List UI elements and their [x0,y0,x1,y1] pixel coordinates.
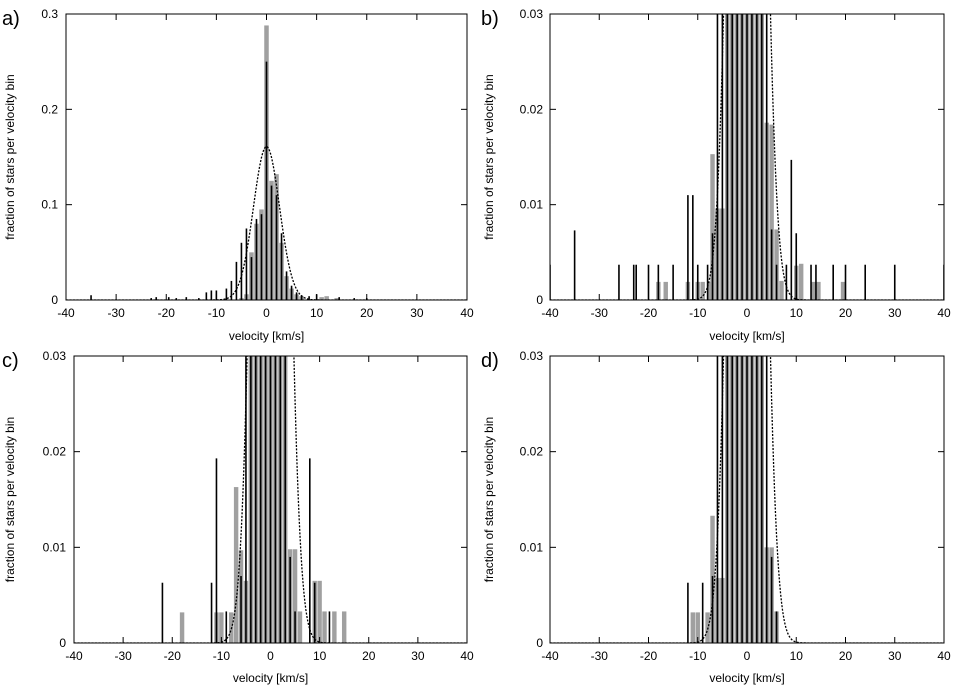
x-tick-label: -10 [689,306,707,320]
y-axis-label: fraction of stars per velocity bin [3,417,17,582]
x-tick-label: 10 [313,649,327,663]
x-tick-label: 0 [744,306,751,320]
gray-bar [695,612,700,643]
y-axis-label: fraction of stars per velocity bin [482,74,496,239]
x-axis-label: velocity [km/s] [709,671,784,685]
y-tick-label: 0.01 [43,540,67,554]
x-tick-label: 30 [410,306,424,320]
gray-bar [219,612,224,643]
gray-bar [334,298,339,300]
x-tick-label: 30 [888,306,902,320]
y-tick-label: 0.01 [520,198,544,212]
x-tick-label: 40 [460,306,474,320]
gray-bar [811,281,816,300]
x-tick-label: 20 [839,649,853,663]
x-tick-label: 10 [790,306,804,320]
gray-bar [324,296,329,300]
y-tick-label: 0.3 [41,7,58,21]
gray-bar [816,281,821,300]
panel-label: a) [2,8,20,30]
x-tick-label: 40 [937,649,951,663]
y-tick-label: 0.02 [43,445,67,459]
x-tick-label: 0 [267,649,274,663]
x-tick-label: -30 [114,649,132,663]
panel-label: b) [481,8,499,30]
y-tick-label: 0.02 [520,102,544,116]
y-tick-label: 0.02 [520,445,544,459]
x-tick-label: -40 [65,649,83,663]
y-tick-label: 0 [536,636,543,650]
y-tick-label: 0.2 [41,102,58,116]
gray-bar [341,611,347,643]
x-tick-label: 20 [360,306,374,320]
x-tick-label: 10 [310,306,324,320]
x-tick-label: 30 [411,649,425,663]
gray-bar [332,611,337,643]
x-tick-label: -20 [158,306,176,320]
plot-area [66,25,467,300]
gray-bar [663,281,668,300]
gray-bar [179,612,185,643]
x-tick-label: -20 [640,649,658,663]
gray-bar [319,297,324,300]
gray-bar [292,549,298,643]
plot-area [74,356,467,643]
x-tick-label: 40 [937,306,951,320]
panel-label: c) [2,350,19,372]
y-tick-label: 0.03 [520,349,544,363]
x-tick-label: -10 [208,306,226,320]
x-tick-label: -40 [541,306,559,320]
chart-panel-1: -40 -30 -20 -10 0 10 20 30 40 0 0.1 0.2 0.3 velocity … [2,7,474,343]
chart-panel-4: -40 -30 -20 -10 0 10 20 30 40 0 0.01 0.02 0.03 veloci… [481,349,951,685]
x-tick-label: 20 [839,306,853,320]
gray-bar [297,611,303,643]
x-tick-label: 20 [362,649,376,663]
x-tick-label: -20 [164,649,182,663]
x-tick-label: -10 [213,649,231,663]
gray-bar [769,124,774,300]
y-tick-label: 0.01 [520,540,544,554]
y-axis-label: fraction of stars per velocity bin [482,417,496,582]
gray-bar [690,612,696,643]
chart-panel-3: -40 -30 -20 -10 0 10 20 30 40 0 0.01 0.02 0.03 veloci… [2,349,474,685]
gray-bar [700,281,705,300]
panel-label: d) [481,350,499,372]
plot-area [550,14,944,300]
y-tick-label: 0.03 [520,7,544,21]
gray-bar [710,154,715,300]
x-tick-label: -40 [57,306,75,320]
x-tick-label: 10 [790,649,804,663]
x-tick-label: 0 [263,306,270,320]
x-tick-label: 30 [888,649,902,663]
gray-bar [840,281,846,300]
plot-area [550,356,944,643]
x-tick-label: -40 [541,649,559,663]
gray-bar [233,487,239,643]
x-tick-label: 0 [744,649,751,663]
y-tick-label: 0.03 [43,349,67,363]
x-tick-label: -30 [107,306,125,320]
x-tick-label: -20 [640,306,658,320]
gray-bar [322,611,327,643]
y-tick-label: 0.1 [41,198,58,212]
x-axis-label: velocity [km/s] [233,671,308,685]
gray-bar [707,281,713,300]
x-tick-label: -30 [591,649,609,663]
gray-bar [317,580,322,643]
x-axis-label: velocity [km/s] [229,329,304,343]
y-tick-label: 0 [51,293,58,307]
gray-bar [779,280,784,300]
y-tick-label: 0 [59,636,66,650]
x-tick-label: 40 [460,649,474,663]
x-axis-label: velocity [km/s] [709,329,784,343]
y-axis-label: fraction of stars per velocity bin [3,74,17,239]
x-tick-label: -30 [591,306,609,320]
x-tick-label: -10 [689,649,707,663]
gray-bar [798,263,804,300]
chart-panel-2: -40 -30 -20 -10 0 10 20 30 40 0 0.01 0.02 0.03 veloci… [481,7,951,343]
y-tick-label: 0 [536,293,543,307]
